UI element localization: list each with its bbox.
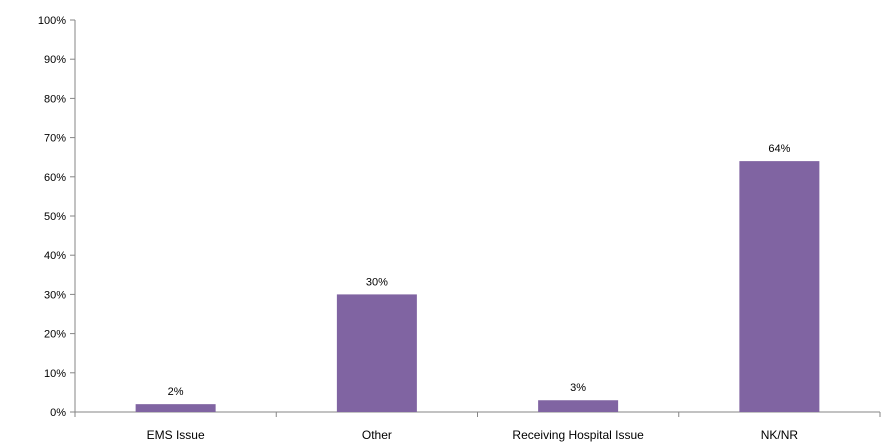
bar (135, 404, 216, 412)
bar-data-label: 64% (768, 143, 790, 155)
data-labels: 2% 30% 3% 64% (168, 143, 791, 398)
y-axis: 0% 10% 20% 30% 40% 50% 60% 70% 80% 90% 100% (38, 15, 76, 419)
bar-data-label: 3% (570, 382, 586, 394)
y-tick-label: 90% (44, 54, 66, 66)
y-tick-label: 30% (44, 289, 66, 301)
x-category-label: Other (362, 428, 392, 442)
y-tick-label: 50% (44, 211, 66, 223)
y-tick-label: 60% (44, 172, 66, 184)
y-tick-label: 10% (44, 368, 66, 380)
y-tick-label: 20% (44, 329, 66, 341)
x-category-label: EMS Issue (147, 428, 205, 442)
bar (538, 400, 619, 412)
y-tick-label: 70% (44, 133, 66, 145)
bars (135, 161, 820, 412)
y-tick-label: 40% (44, 250, 66, 262)
y-tick-label: 100% (38, 15, 66, 27)
x-axis: EMS Issue Other Receiving Hospital Issue NK… (74, 411, 881, 442)
y-tick-label: 0% (50, 407, 66, 419)
bar (739, 161, 820, 412)
x-category-label: NK/NR (761, 428, 799, 442)
y-tick-label: 80% (44, 93, 66, 105)
bar-data-label: 2% (168, 386, 184, 398)
bar-data-label: 30% (366, 276, 388, 288)
bar (336, 294, 417, 412)
x-category-label: Receiving Hospital Issue (512, 428, 644, 442)
